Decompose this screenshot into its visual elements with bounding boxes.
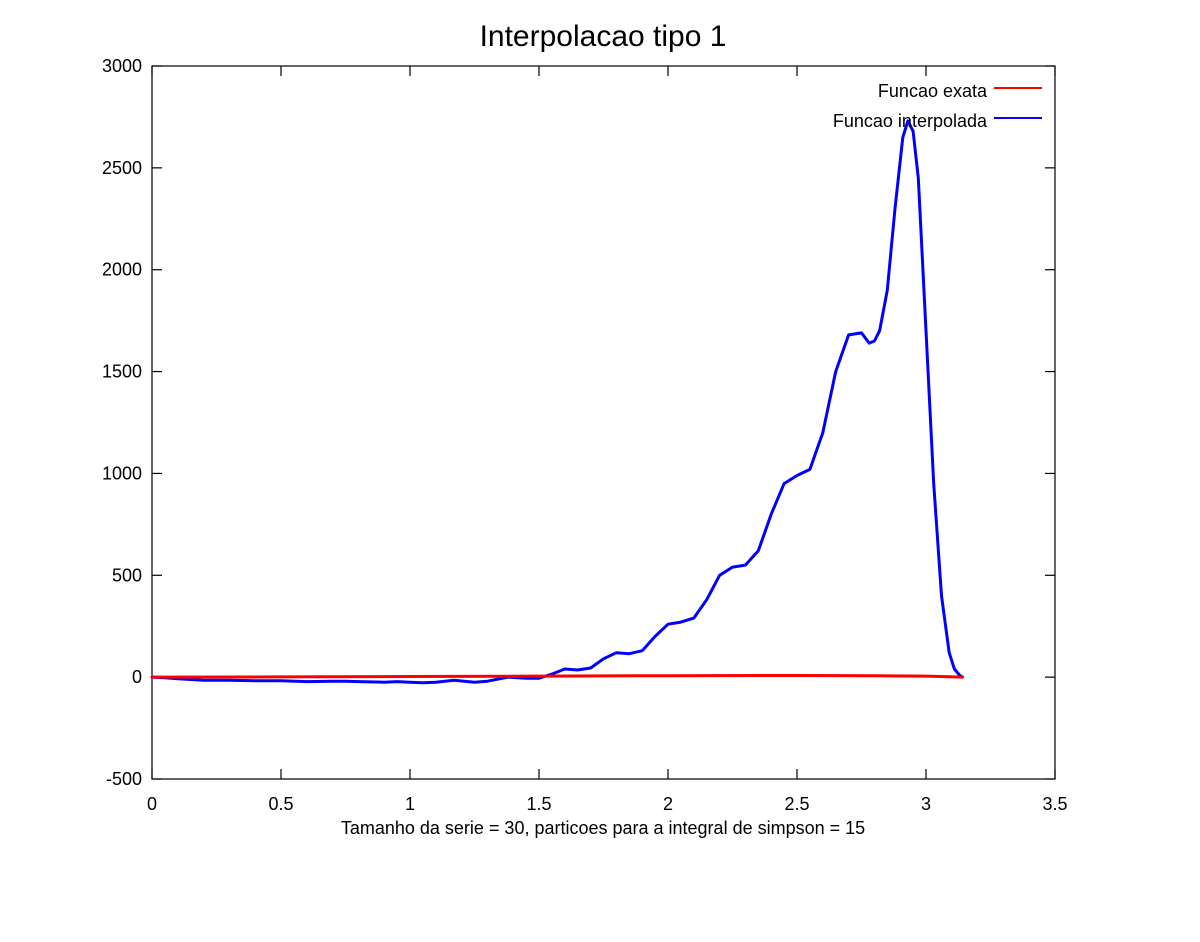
x-tick-label: 3	[921, 794, 931, 814]
x-tick-label: 2.5	[784, 794, 809, 814]
legend-label: Funcao interpolada	[833, 111, 988, 131]
series-layer	[150, 119, 964, 685]
y-tick-label: 1000	[102, 463, 142, 483]
plot-frame	[151, 65, 1056, 780]
x-tick-label: 1	[405, 794, 415, 814]
legend-label: Funcao exata	[878, 81, 988, 101]
y-tick-label: 2000	[102, 260, 142, 280]
y-tick-label: 0	[132, 667, 142, 687]
y-tick-label: 1500	[102, 362, 142, 382]
y-axis: -500 0 500 1000 1500 2000 2500 3000	[102, 56, 1055, 789]
y-tick-label: 2500	[102, 158, 142, 178]
legend: Funcao exata Funcao interpolada	[833, 81, 1042, 131]
x-axis: 0 0.5 1 1.5 2 2.5 3 3.5	[147, 66, 1068, 814]
x-tick-label: 2	[663, 794, 673, 814]
y-tick-label: 500	[112, 565, 142, 585]
x-tick-label: 0	[147, 794, 157, 814]
x-tick-label: 0.5	[268, 794, 293, 814]
x-tick-label: 1.5	[526, 794, 551, 814]
chart-title: Interpolacao tipo 1	[480, 20, 727, 53]
x-tick-label: 3.5	[1042, 794, 1067, 814]
y-tick-label: 3000	[102, 56, 142, 76]
series-line-1	[150, 674, 964, 679]
x-axis-label: Tamanho da serie = 30, particoes para a …	[341, 818, 865, 838]
y-tick-label: -500	[106, 769, 142, 789]
series-line-2	[150, 119, 964, 685]
